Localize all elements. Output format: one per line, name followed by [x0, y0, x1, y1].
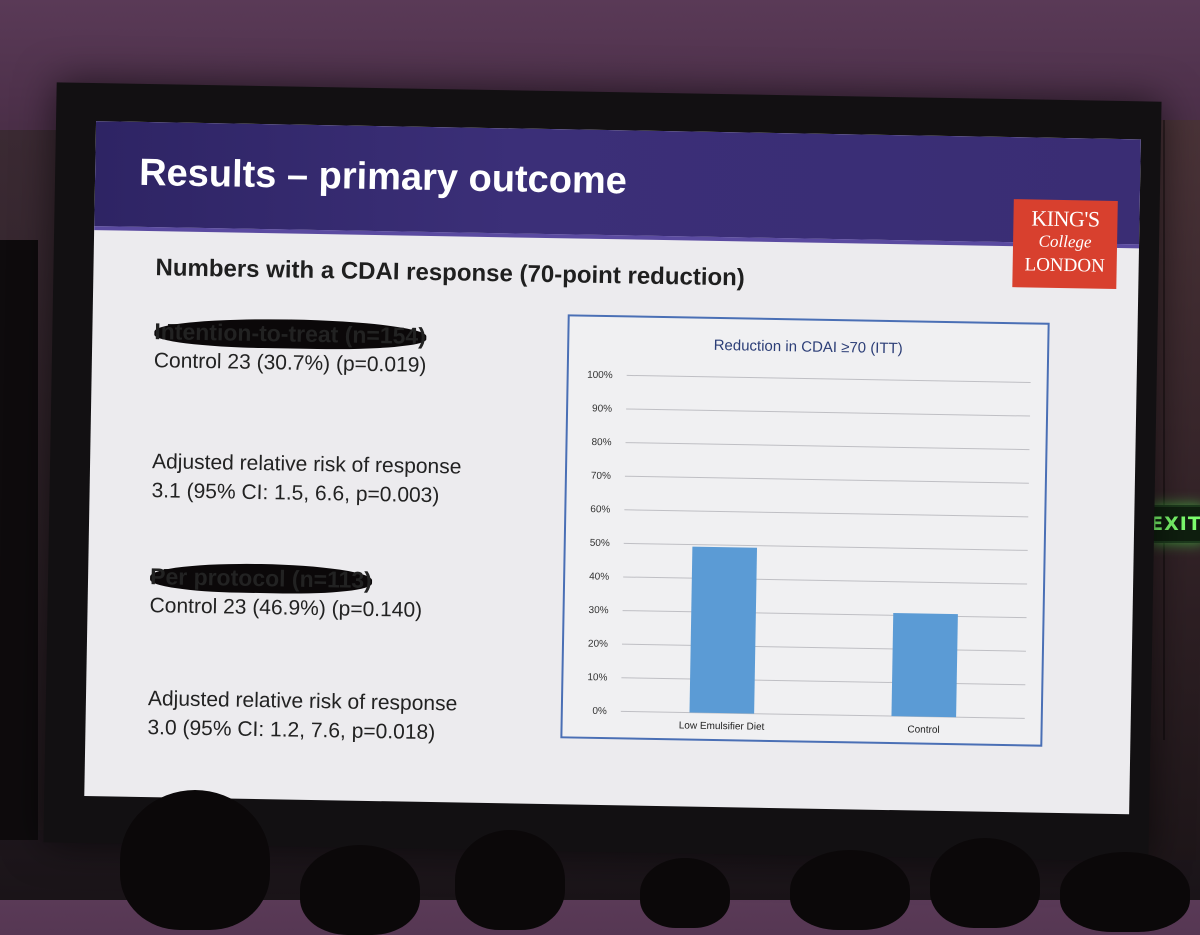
audience-head	[1060, 852, 1190, 932]
slide-subtitle: Numbers with a CDAI response (70-point r…	[155, 254, 746, 292]
x-category-label: Control	[907, 724, 939, 736]
audience-head	[790, 850, 910, 930]
x-category-label: Low Emulsifier Diet	[679, 720, 765, 732]
y-tick-label: 10%	[587, 672, 607, 683]
gridline	[622, 610, 1027, 619]
bar-low-emulsifier-diet	[689, 546, 758, 714]
slide-title: Results – primary outcome	[138, 151, 628, 203]
itt-adjusted-value: 3.1 (95% CI: 1.5, 6.6, p=0.003)	[151, 479, 440, 508]
audience-head	[300, 845, 420, 935]
speaker-cabinet	[0, 240, 38, 840]
gridline	[621, 643, 1026, 652]
y-tick-label: 60%	[590, 504, 610, 515]
audience-head	[120, 790, 270, 930]
y-tick-label: 50%	[590, 538, 610, 549]
audience-head	[930, 838, 1040, 928]
gridline	[625, 442, 1030, 451]
y-tick-label: 100%	[587, 370, 613, 381]
projection-screen: Results – primary outcome KING'S College…	[43, 82, 1162, 862]
pp-adjusted-risk: Adjusted relative risk of response 3.0 (…	[147, 684, 457, 747]
gridline	[626, 408, 1031, 417]
exit-sign: EXIT	[1148, 505, 1200, 543]
logo-line-3: LONDON	[1024, 254, 1105, 277]
gridline	[624, 475, 1029, 484]
pp-adjusted-value: 3.0 (95% CI: 1.2, 7.6, p=0.018)	[147, 716, 436, 745]
pp-control-line: Control 23 (46.9%) (p=0.140)	[149, 594, 423, 622]
itt-adjusted-risk: Adjusted relative risk of response 3.1 (…	[151, 447, 461, 510]
pp-results: Per protocol (n=113) LED 39 (60.9%) Cont…	[149, 562, 423, 625]
gridline	[624, 509, 1029, 518]
bar-control	[891, 612, 958, 718]
gridline	[621, 677, 1026, 686]
y-tick-label: 40%	[589, 571, 609, 582]
slide-header: Results – primary outcome	[94, 121, 1141, 249]
gridline	[626, 374, 1031, 383]
wall-panel-seam	[1163, 120, 1165, 740]
slide: Results – primary outcome KING'S College…	[84, 121, 1141, 815]
y-tick-label: 80%	[591, 437, 611, 448]
chart-plot: 0% 10% 20% 30% 40% 50% 60% 70% 80% 90% 100% Low Emu…	[587, 370, 1031, 736]
gridline	[623, 576, 1028, 585]
audience-head	[640, 858, 730, 928]
logo-line-2: College	[1038, 231, 1092, 252]
y-tick-label: 90%	[592, 403, 612, 414]
y-tick-label: 0%	[592, 706, 607, 717]
logo-line-1: KING'S	[1031, 205, 1100, 232]
audience-head	[455, 830, 565, 930]
y-tick-label: 20%	[588, 639, 608, 650]
itt-control-line: Control 23 (30.7%) (p=0.019)	[153, 349, 427, 377]
bar-chart: Reduction in CDAI ≥70 (ITT) 0% 10% 20% 30% 4…	[560, 314, 1050, 747]
itt-results: Intention-to-treat (n=154) LED 39 (49.4%…	[154, 317, 428, 380]
gridline	[620, 710, 1025, 719]
kings-college-logo: KING'S College LONDON	[1012, 199, 1118, 289]
gridline	[623, 542, 1028, 551]
y-tick-label: 70%	[591, 471, 611, 482]
y-tick-label: 30%	[588, 605, 608, 616]
